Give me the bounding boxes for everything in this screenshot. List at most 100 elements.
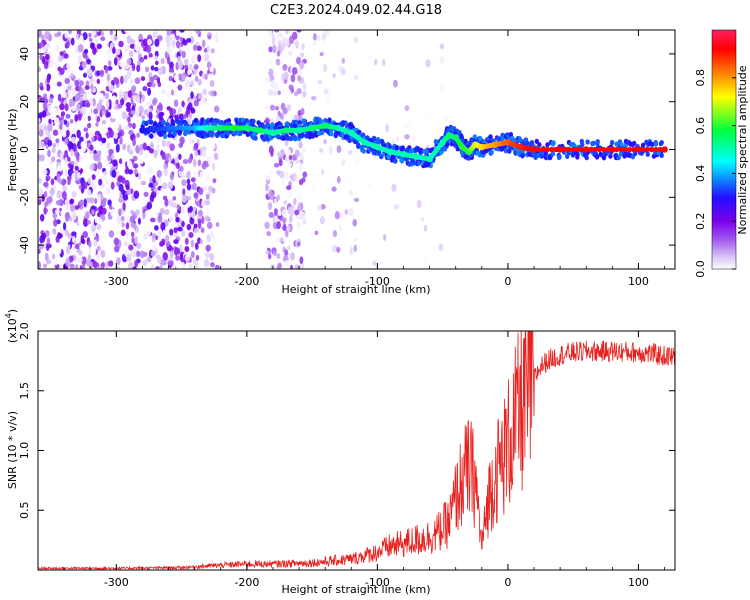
spectrogram-noise-cell [320, 204, 326, 210]
y-tick-label: 0.5 [18, 502, 31, 520]
spectrogram-noise-cell [197, 112, 202, 121]
spectrogram-noise-cell [118, 158, 123, 165]
spectrogram-noise-cell [48, 97, 54, 104]
spectrogram-noise-cell [39, 54, 44, 61]
spectrogram-noise-cell [96, 43, 103, 50]
spectrogram-ridge-halo [601, 155, 607, 161]
spectrogram-noise-cell [311, 95, 317, 101]
spectrogram-ridge-point [588, 146, 594, 153]
spectrogram-noise-cell [201, 59, 205, 65]
svg-text:(x104): (x104) [4, 309, 19, 343]
spectrogram-noise-cell [207, 73, 213, 79]
spectrogram-noise-cell [76, 104, 80, 111]
spectrogram-noise-cell [201, 199, 206, 208]
spectrogram-noise-cell [82, 231, 88, 239]
spectrogram-noise-cell [147, 87, 152, 96]
snr-scale-exponent: 4 [4, 313, 13, 318]
spectrogram-ridge-halo [292, 136, 298, 142]
spectrogram-noise-cell [205, 102, 210, 110]
spectrogram-noise-cell [57, 31, 62, 37]
spectrogram-noise-cell [203, 48, 208, 53]
spectrogram-noise-cell [214, 264, 220, 269]
spectrogram-noise-cell [184, 58, 189, 66]
spectrogram-noise-cell [195, 254, 200, 261]
spectrogram-noise-cell [268, 68, 274, 77]
spectrogram-noise-cell [156, 169, 162, 178]
snr-xlabel: Height of straight line (km) [281, 583, 430, 596]
spectrogram-noise-cell [83, 218, 89, 227]
spectrogram-noise-cell [66, 129, 70, 138]
spectrogram-noise-cell [127, 90, 133, 98]
spectrogram-noise-cell [299, 256, 304, 265]
spectrogram-noise-cell [420, 217, 425, 222]
spectrogram-ridge-point [566, 146, 572, 153]
spectrogram-noise-cell [119, 136, 123, 145]
spectrogram-noise-cell [179, 254, 184, 262]
spectrogram-ridge-point [540, 146, 546, 153]
spectrogram-noise-cell [84, 48, 89, 54]
spectrogram-noise-cell [77, 257, 83, 263]
spectrogram-noise-cell [159, 241, 165, 247]
spectrogram-noise-cell [143, 55, 148, 60]
spectrogram-noise-cell [45, 175, 51, 181]
colorbar: 0.0 0.2 0.4 0.6 0.8 Normalized spectral ampl… [694, 29, 749, 278]
spectrogram-noise-cell [332, 244, 338, 253]
spectrogram-noise-cell [153, 187, 158, 193]
spectrogram-noise-cell [197, 54, 202, 63]
spectrogram-noise-cell [205, 193, 210, 200]
spectrogram-noise-cell [293, 172, 297, 181]
snr-scale-label: (x104) [4, 309, 19, 343]
spectrogram-noise-cell [125, 102, 132, 108]
spectrogram-noise-cell [177, 55, 181, 63]
spectrogram-ridge-halo [515, 150, 520, 156]
spectrogram-noise-cell [67, 157, 71, 162]
spectrogram-noise-cell [131, 63, 136, 72]
spectrogram-noise-cell [91, 58, 95, 66]
spectrogram-noise-cell [207, 35, 212, 40]
spectrogram-noise-cell [169, 228, 174, 236]
spectrogram-noise-cell [296, 88, 302, 95]
spectrogram-noise-cell [145, 66, 150, 73]
spectrogram-ridge-point [648, 146, 655, 153]
figure-title: C2E3.2024.049.02.44.G18 [270, 3, 442, 18]
spectrogram-ridge-point [346, 129, 352, 135]
spectrogram-noise-cell [158, 112, 163, 121]
y-tick-label: 1.0 [18, 442, 31, 460]
spectrogram-noise-cell [71, 211, 77, 221]
spectrogram-noise-cell [173, 99, 179, 108]
spectrogram-ridge-point [503, 140, 509, 146]
spectrogram-ridge-halo [319, 129, 325, 136]
spectrogram-noise-cell [150, 65, 155, 71]
y-tick-label: 20 [18, 95, 31, 109]
spectrogram-noise-cell [393, 204, 400, 210]
spectrogram-noise-cell [115, 121, 120, 130]
spectrogram-ridge-halo [556, 154, 562, 161]
spectrogram-noise-cell [96, 115, 101, 124]
spectrogram-noise-cell [43, 190, 48, 198]
spectrogram-noise-cell [64, 212, 71, 221]
spectrogram-noise-cell [91, 209, 95, 215]
spectrogram-noise-cell [180, 172, 186, 181]
spectrogram-noise-cell [130, 209, 135, 215]
spectrogram-noise-cell [126, 58, 132, 65]
spectrogram-noise-cell [209, 56, 214, 64]
spectrogram-ridge-halo [645, 151, 650, 157]
spectrogram-noise-cell [87, 177, 92, 184]
spectrogram-noise-cell [86, 219, 91, 225]
spectrogram-noise-cell [96, 78, 101, 85]
spectrogram-noise-cell [348, 189, 354, 197]
spectrogram-noise-cell [202, 185, 208, 191]
spectrogram-noise-cell [338, 65, 342, 73]
spectrogram-noise-cell [287, 206, 292, 215]
spectrogram-noise-cell [159, 163, 164, 168]
spectrogram-noise-cell [209, 230, 214, 239]
spectrogram-noise-cell [86, 58, 91, 65]
spectrogram-noise-cell [269, 104, 276, 111]
spectrogram-noise-cell [318, 148, 324, 153]
spectrogram-noise-cell [448, 88, 452, 97]
spectrogram-noise-cell [284, 260, 290, 267]
spectrogram-noise-cell [184, 246, 190, 252]
spectrogram-noise-cell [123, 234, 127, 242]
spectrogram-noise-cell [311, 41, 317, 47]
spectrogram-noise-cell [74, 93, 80, 102]
